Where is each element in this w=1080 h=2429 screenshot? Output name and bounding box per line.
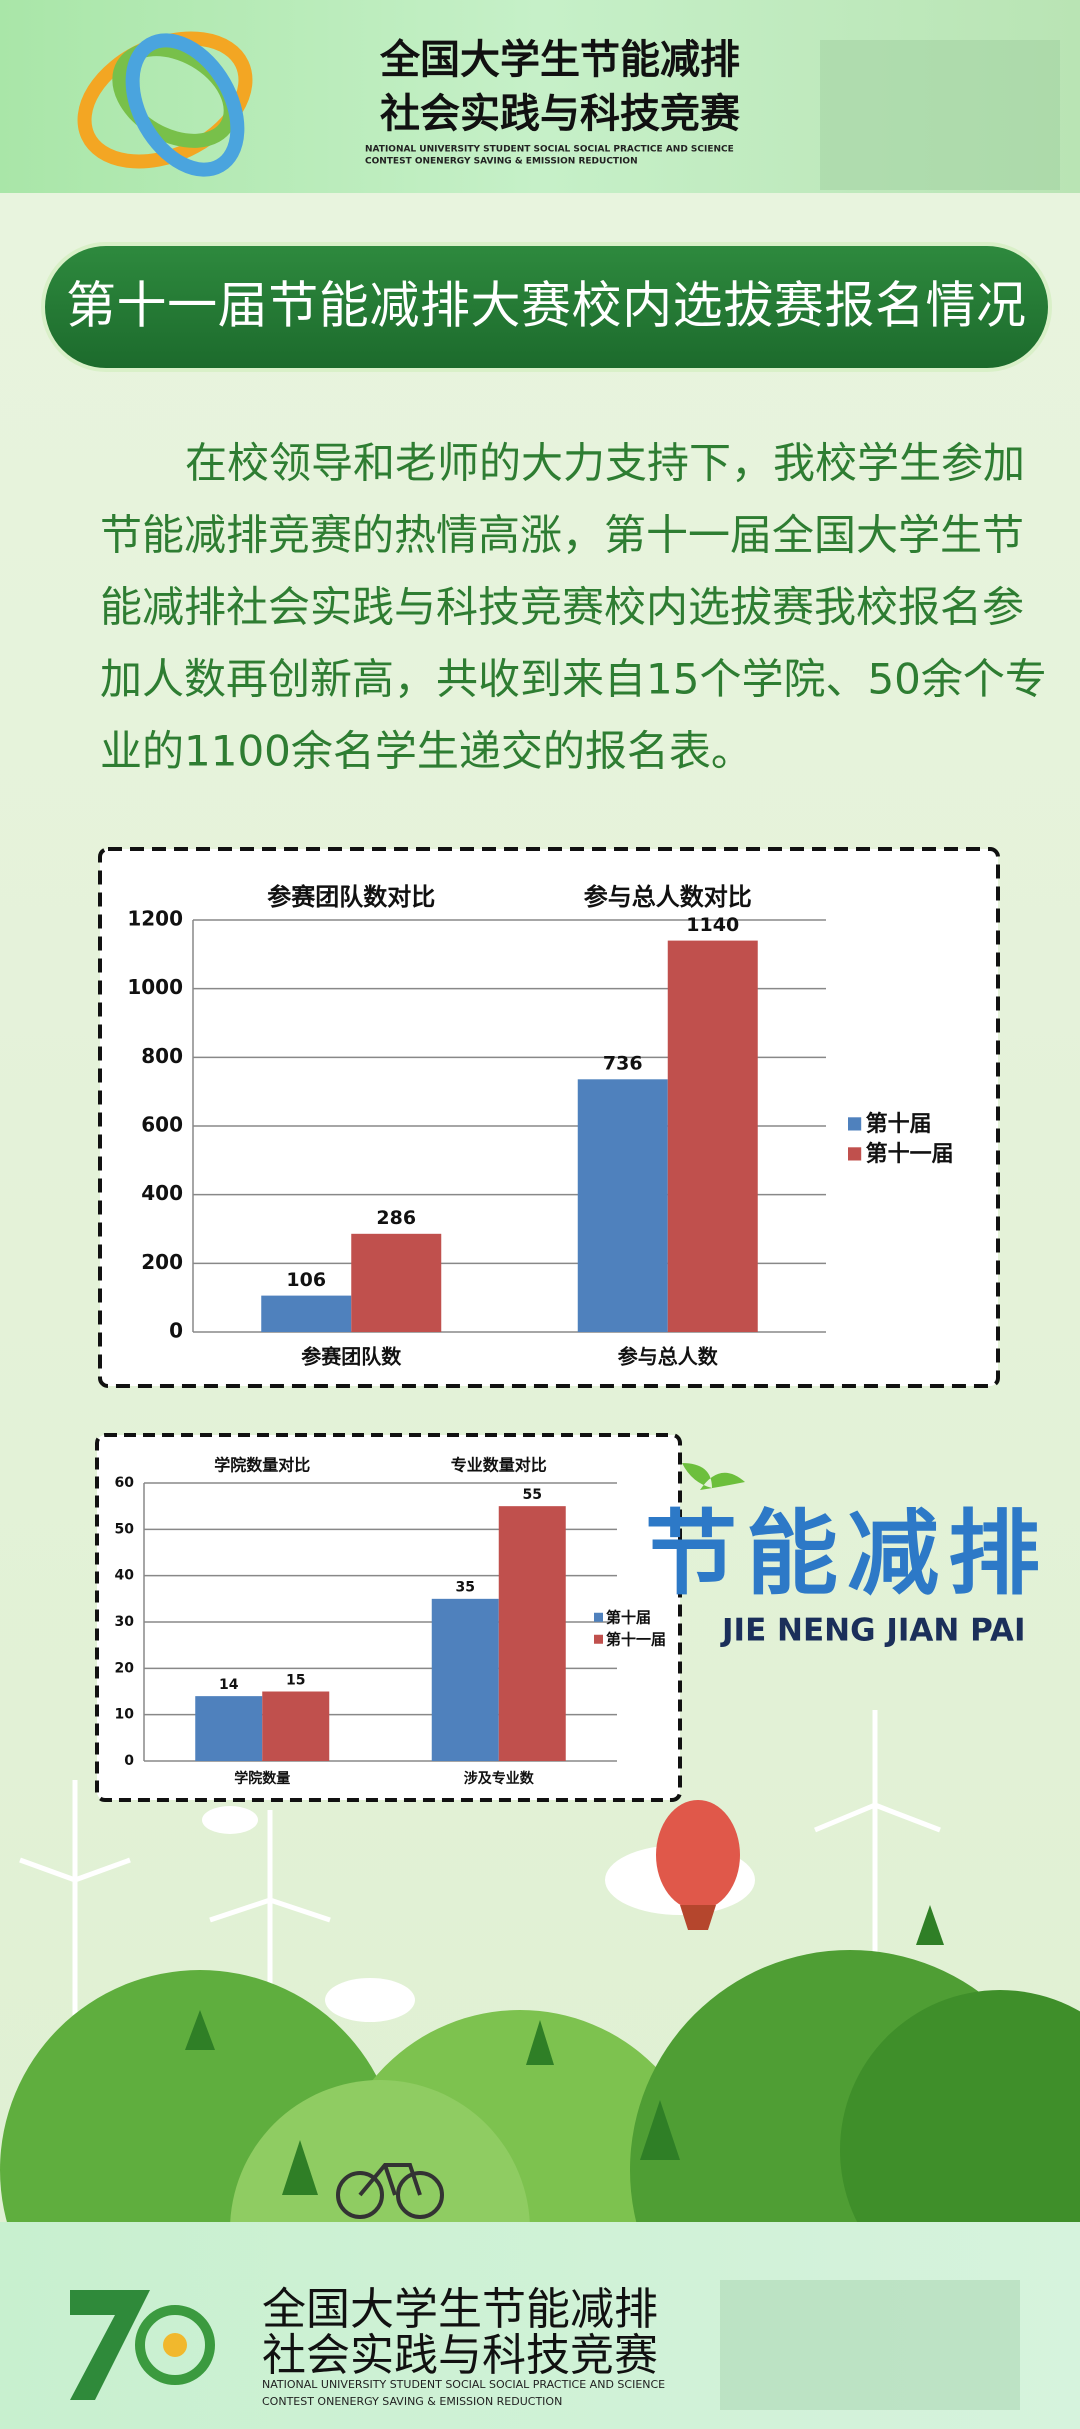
header-building (820, 40, 1060, 190)
value-label: 736 (603, 1053, 643, 1075)
y-tick-label: 200 (141, 1250, 183, 1274)
y-tick-label: 400 (141, 1181, 183, 1205)
group-title: 参与总人数对比 (584, 883, 752, 911)
group-title: 参赛团队数对比 (267, 883, 435, 911)
chart-frame (98, 847, 1000, 1388)
banner (41, 242, 1052, 372)
bar (351, 1233, 442, 1332)
footer-english: NATIONAL UNIVERSITY STUDENT SOCIAL SOCIA… (262, 2378, 665, 2391)
legend-swatch (594, 1634, 603, 1644)
y-tick-label: 30 (115, 1614, 135, 1630)
bar (262, 1691, 330, 1761)
value-label: 106 (286, 1269, 326, 1291)
paragraph-line: 业的1100余名学生递交的报名表。 (100, 727, 753, 776)
footer-logo (70, 2290, 215, 2400)
paragraph-line: 能减排社会实践与科技竞赛校内选拔赛我校报名参 (100, 583, 1024, 632)
header-title: 全国大学生节能减排 (379, 37, 740, 83)
x-tick-label: 参与总人数 (618, 1345, 719, 1369)
y-tick-label: 1200 (127, 907, 183, 931)
value-label: 35 (456, 1580, 475, 1596)
group-title: 专业数量对比 (451, 1456, 547, 1475)
paragraph-line: 加人数再创新高，共收到来自15个学院、50余个专 (100, 655, 1047, 704)
bar (498, 1506, 566, 1761)
x-tick-label: 涉及专业数 (464, 1770, 535, 1787)
footer-english: CONTEST ONENERGY SAVING & EMISSION REDUC… (262, 2395, 562, 2408)
y-tick-label: 1000 (127, 975, 183, 999)
value-label: 1140 (686, 914, 739, 936)
y-tick-label: 0 (124, 1753, 134, 1769)
y-tick-label: 10 (115, 1707, 135, 1723)
y-tick-label: 40 (115, 1568, 135, 1584)
bar (431, 1598, 499, 1761)
legend-label: 第十届 (866, 1111, 932, 1137)
value-label: 15 (286, 1672, 305, 1688)
header-title: 社会实践与科技竞赛 (380, 91, 741, 137)
y-tick-label: 20 (115, 1660, 135, 1676)
bar (577, 1079, 668, 1332)
logo-pinyin: JIE NENG JIAN PAI (720, 1613, 1026, 1649)
y-tick-label: 600 (141, 1113, 183, 1137)
chart-frame (95, 1433, 682, 1802)
footer-building (720, 2280, 1020, 2410)
x-tick-label: 学院数量 (234, 1770, 290, 1787)
bar (667, 940, 758, 1332)
footer-title: 社会实践与科技竞赛 (262, 2330, 658, 2381)
y-tick-label: 800 (141, 1044, 183, 1068)
banner-title: 第十一届节能减排大赛校内选拔赛报名情况 (66, 277, 1026, 335)
y-tick-label: 50 (115, 1521, 135, 1537)
legend-label: 第十一届 (866, 1141, 954, 1167)
value-label: 55 (523, 1487, 542, 1503)
value-label: 14 (219, 1677, 239, 1693)
footer-title: 全国大学生节能减排 (262, 2284, 658, 2335)
group-title: 学院数量对比 (214, 1456, 310, 1475)
legend-swatch (848, 1117, 862, 1131)
y-tick-label: 60 (115, 1475, 135, 1491)
x-tick-label: 参赛团队数 (301, 1345, 402, 1369)
y-tick-label: 0 (169, 1319, 183, 1343)
bar (195, 1696, 263, 1761)
bar (261, 1295, 352, 1332)
header-logo (77, 31, 253, 177)
header-english: NATIONAL UNIVERSITY STUDENT SOCIAL SOCIA… (365, 145, 734, 155)
legend-label: 第十一届 (606, 1631, 666, 1649)
legend-swatch (594, 1612, 603, 1622)
legend-label: 第十届 (606, 1609, 651, 1627)
header-english: CONTEST ONENERGY SAVING & EMISSION REDUC… (365, 157, 638, 167)
value-label: 286 (376, 1207, 416, 1229)
paragraph-line: 节能减排竞赛的热情高涨，第十一届全国大学生节 (100, 511, 1024, 560)
legend-swatch (848, 1147, 862, 1161)
paragraph-line: 在校领导和老师的大力支持下，我校学生参加 (185, 439, 1025, 488)
